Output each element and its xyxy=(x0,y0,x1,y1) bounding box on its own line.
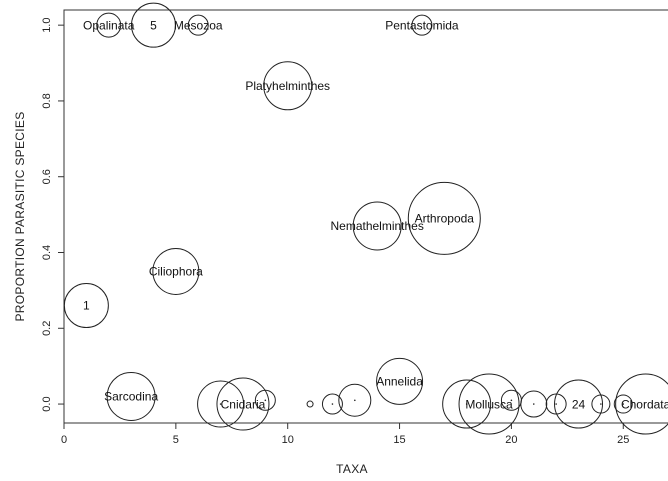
bubble xyxy=(263,61,313,111)
y-tick-label: 0.2 xyxy=(41,321,53,336)
bubbles xyxy=(63,2,668,435)
bubble xyxy=(254,389,276,411)
bubble xyxy=(591,394,611,414)
bubble xyxy=(352,201,402,251)
bubble xyxy=(411,14,433,36)
bubble-label: Annelida xyxy=(376,375,423,389)
bubble xyxy=(321,393,343,415)
bubble xyxy=(407,181,481,255)
bubble-label: 24 xyxy=(572,397,586,411)
bubble-center-dot xyxy=(331,403,334,405)
bubble-center-dot xyxy=(219,403,222,405)
bubble-center-dot xyxy=(354,399,356,402)
bubble xyxy=(338,383,372,417)
y-axis-title: PROPORTION PARASITIC SPECIES xyxy=(13,112,27,322)
bubble-center-dot xyxy=(532,403,535,405)
bubble xyxy=(130,2,176,48)
x-axis-title: TAXA xyxy=(336,462,368,476)
bubble-label: Ciliophora xyxy=(149,265,203,279)
plot-frame xyxy=(63,9,668,424)
bubble xyxy=(63,283,109,329)
bubble-center-dot xyxy=(622,403,625,405)
bubble-label: Pentastomida xyxy=(385,18,459,32)
y-tick-label: 0.4 xyxy=(41,245,53,260)
bubble xyxy=(376,357,424,405)
bubble-label: Platyhelminthes xyxy=(245,79,330,93)
bubble-label: Mollusca xyxy=(465,397,513,411)
bubble xyxy=(520,390,548,418)
bubble xyxy=(458,373,520,435)
bubble-label: 1 xyxy=(83,299,90,313)
y-tick-label: 0.8 xyxy=(41,93,53,108)
axes: 0 5 10 15 20 250.00.20.40.60.81.0 xyxy=(41,9,668,446)
bubble-label: Chordata xyxy=(621,397,668,411)
x-tick-label: 5 xyxy=(173,434,179,446)
bubble-center-dot xyxy=(510,399,513,402)
bubble xyxy=(187,14,209,36)
bubble-label: Cnidaria xyxy=(221,397,266,411)
x-tick-label: 15 xyxy=(393,434,405,446)
bubble-label: Sarcodina xyxy=(104,390,158,404)
bubble-center-dot xyxy=(465,403,468,405)
y-tick-label: 1.0 xyxy=(41,18,53,33)
bubble xyxy=(554,379,604,429)
x-tick-label: 10 xyxy=(282,434,294,446)
bubble xyxy=(197,380,245,428)
x-tick-label: 0 xyxy=(61,434,67,446)
bubble xyxy=(216,377,270,431)
bubble xyxy=(106,371,156,421)
bubble-center-dot xyxy=(555,403,557,405)
bubble xyxy=(545,393,567,415)
bubble-label: Opalinata xyxy=(83,18,135,32)
bubble xyxy=(442,379,492,429)
y-tick-label: 0.6 xyxy=(41,169,53,184)
x-tick-label: 25 xyxy=(617,434,629,446)
bubble-center-dot xyxy=(600,403,602,405)
bubble xyxy=(613,394,633,414)
bubble xyxy=(615,373,668,435)
bubble-label: 5 xyxy=(150,18,157,32)
bubble-label: Mesozoa xyxy=(174,18,223,32)
bubble-labels: 1 Opalinata Sarcodina 5 Ciliophora Mesozoa Cni… xyxy=(83,18,668,411)
y-tick-label: 0.0 xyxy=(41,396,53,411)
bubble-center-dot xyxy=(264,399,267,402)
bubble-label: Nemathelminthes xyxy=(330,219,423,233)
x-tick-label: 20 xyxy=(505,434,517,446)
bubble xyxy=(152,247,200,295)
bubble xyxy=(96,12,122,38)
bubble xyxy=(306,400,314,408)
bubble-label: Arthropoda xyxy=(415,212,475,226)
